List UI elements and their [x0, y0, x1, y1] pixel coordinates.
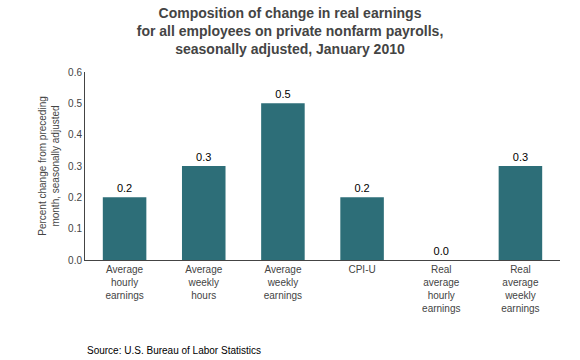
svg-text:0.4: 0.4: [68, 129, 82, 140]
svg-text:0.1: 0.1: [68, 223, 82, 234]
svg-text:0.0: 0.0: [68, 255, 82, 266]
svg-text:0.2: 0.2: [68, 192, 82, 203]
svg-text:Averageweeklyearnings: Averageweeklyearnings: [264, 264, 302, 301]
svg-text:0.3: 0.3: [196, 151, 211, 163]
svg-text:0.0: 0.0: [434, 245, 449, 257]
svg-text:Composition of change in real: Composition of change in real earningsfo…: [137, 5, 444, 57]
svg-text:Averagehourlyearnings: Averagehourlyearnings: [105, 264, 143, 301]
svg-text:Realaveragehourlyearnings: Realaveragehourlyearnings: [422, 264, 460, 314]
svg-text:0.2: 0.2: [354, 182, 369, 194]
svg-text:Averageweeklyhours: Averageweeklyhours: [185, 264, 223, 301]
svg-text:Realaverageweeklyearnings: Realaverageweeklyearnings: [501, 264, 539, 314]
svg-text:0.3: 0.3: [68, 161, 82, 172]
svg-text:0.5: 0.5: [68, 98, 82, 109]
svg-text:0.3: 0.3: [513, 151, 528, 163]
svg-text:0.5: 0.5: [275, 88, 290, 100]
svg-text:0.2: 0.2: [117, 182, 132, 194]
svg-text:CPI-U: CPI-U: [348, 264, 375, 275]
svg-text:Source: U.S. Bureau of Labor S: Source: U.S. Bureau of Labor Statistics: [87, 345, 261, 356]
svg-text:0.6: 0.6: [68, 67, 82, 78]
svg-text:Percent change from precedingm: Percent change from precedingmonth, seas…: [37, 96, 61, 236]
